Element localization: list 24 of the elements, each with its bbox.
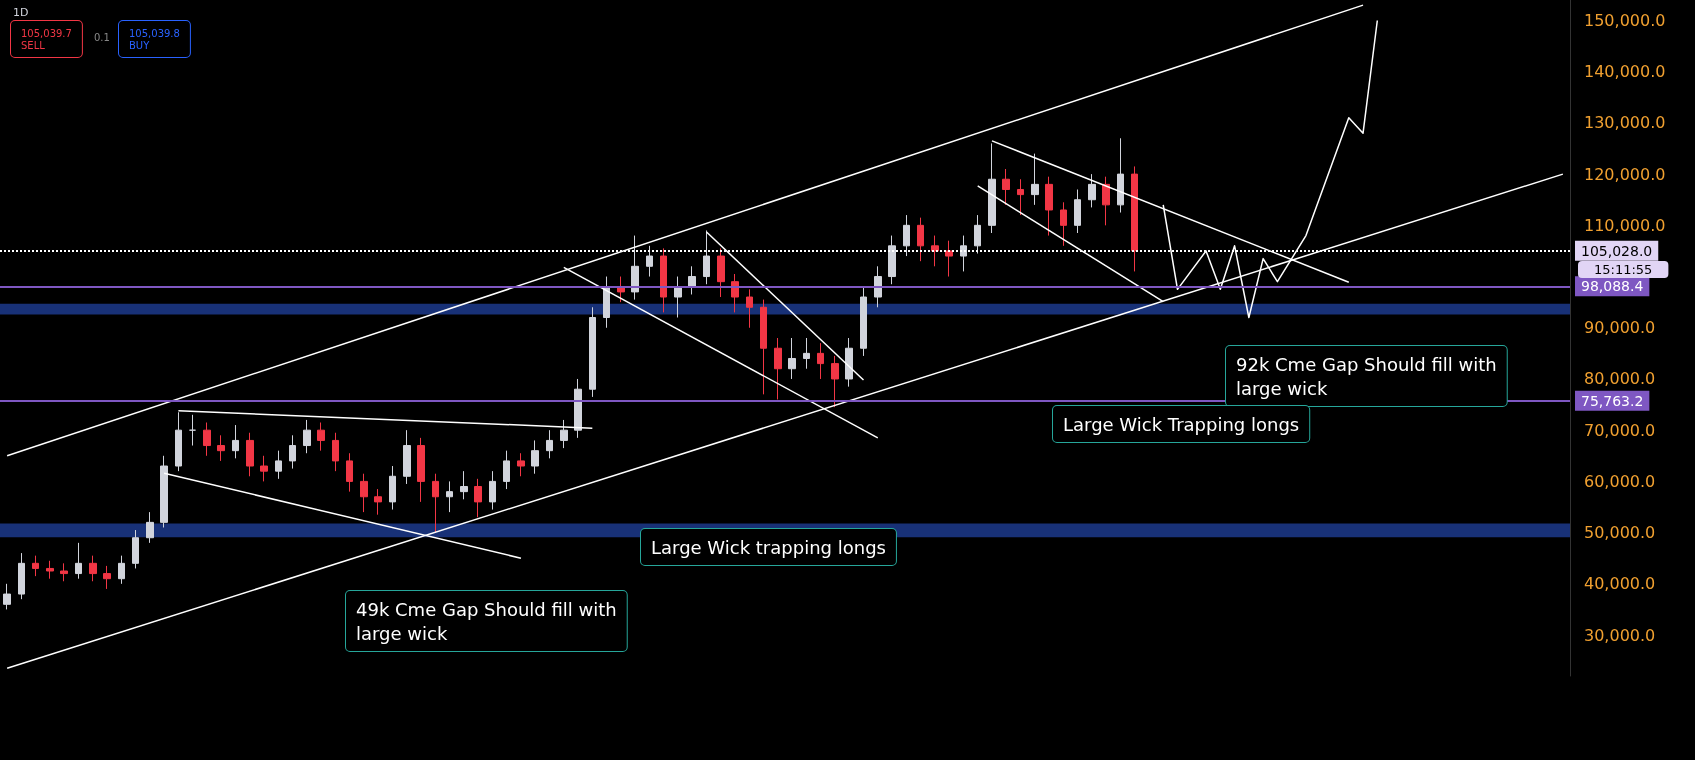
annotation: 92k Cme Gap Should fill with large wick [1236, 353, 1497, 399]
y-tick-label: 130,000.0 [1584, 113, 1666, 133]
ref-line-label: 75,763.2 [1581, 392, 1644, 409]
annotation: Large Wick trapping longs [651, 536, 886, 558]
y-tick-label: 110,000.0 [1584, 215, 1666, 235]
y-tick-label: 50,000.0 [1584, 523, 1656, 543]
y-tick-label: 70,000.0 [1584, 420, 1656, 440]
y-tick-label: 120,000.0 [1584, 164, 1666, 184]
text: 15:11:55 [1594, 262, 1653, 277]
ref-line-label: 98,088.4 [1581, 278, 1644, 295]
annotation: 0.1 [94, 31, 110, 43]
annotation: 49k Cme Gap Should fill with large wick [356, 598, 617, 644]
y-tick-label: 140,000.0 [1584, 62, 1666, 82]
annotation: 105,039.8 BUY [129, 27, 180, 51]
annotation: 105,039.7 SELL [21, 27, 72, 51]
y-tick-label: 30,000.0 [1584, 625, 1656, 645]
y-tick-label: 90,000.0 [1584, 318, 1656, 338]
annotation: Large Wick Trapping longs [1063, 413, 1300, 435]
y-tick-label: 40,000.0 [1584, 574, 1656, 594]
y-tick-label: 60,000.0 [1584, 471, 1656, 491]
y-tick-label: 80,000.0 [1584, 369, 1656, 389]
text: 1D [13, 6, 29, 19]
y-tick-label: 150,000.0 [1584, 10, 1666, 30]
ref-line-label: 105,028.0 [1581, 242, 1653, 259]
